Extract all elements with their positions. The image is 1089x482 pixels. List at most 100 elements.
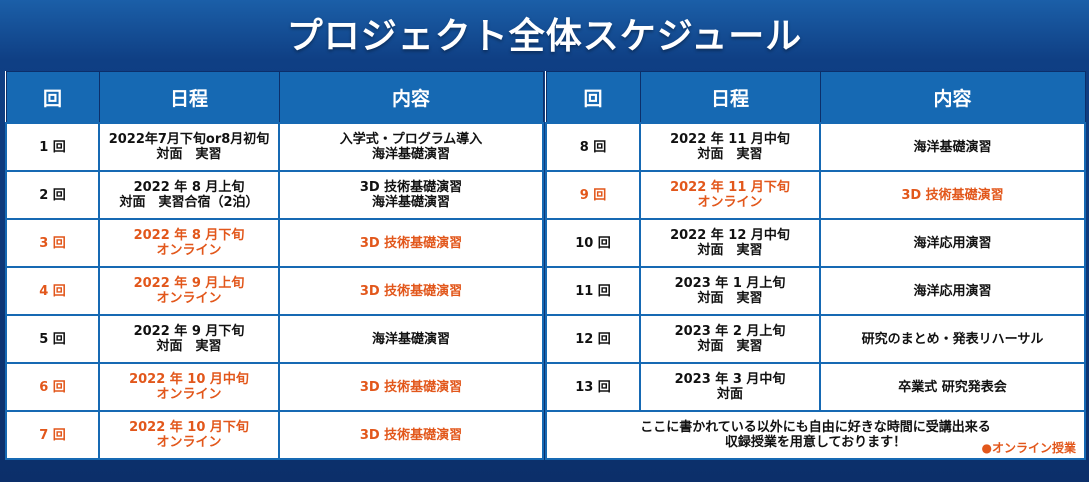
session-number: 4 回 [5,266,100,316]
session-content: 入学式・プログラム導入 海洋基礎演習 [278,122,544,172]
session-date: 2023 年 3 月中旬 対面 [639,362,821,412]
table-row: 6 回 2022 年 10 月中旬 オンライン 3D 技術基礎演習 [5,362,544,412]
session-date: 2022 年 12 月中旬 対面 実習 [639,218,821,268]
table-row: 2 回 2022 年 8 月上旬 対面 実習合宿（2泊） 3D 技術基礎演習 海洋基… [5,170,544,220]
session-date: 2022 年 8 月上旬 対面 実習合宿（2泊） [98,170,280,220]
content-line: 海洋応用演習 [913,283,992,299]
content-line: 海洋基礎演習 [371,147,450,162]
note-line: ここに書かれている以外にも自由に好きな時間に受講出来る [640,420,991,435]
content-line: 研究のまとめ・発表リハーサル [861,331,1044,347]
session-date: 2023 年 1 月上旬 対面 実習 [639,266,821,316]
content-line: 3D 技術基礎演習 [359,180,463,195]
date-line: 2022 年 11 月下旬 [670,180,790,195]
content-line: 3D 技術基礎演習 [901,187,1004,203]
session-content: 海洋基礎演習 [819,122,1086,172]
table-row: 13 回 2023 年 3 月中旬 対面 卒業式 研究発表会 [545,362,1086,412]
session-date: 2023 年 2 月上旬 対面 実習 [639,314,821,364]
session-content: 3D 技術基礎演習 [278,266,544,316]
date-line: 2022 年 9 月上旬 [133,276,245,291]
schedule-table-left: 回 日程 内容 1 回 2022年7月下旬or8月初旬 対面 実習 入学式・プログ… [5,71,544,460]
session-date: 2022年7月下旬or8月初旬 対面 実習 [98,122,280,172]
format-line: 対面 実習 [697,243,763,258]
table-row: 10 回 2022 年 12 月中旬 対面 実習 海洋応用演習 [545,218,1086,268]
date-line: 2022 年 8 月下旬 [133,228,245,243]
content-line: 海洋基礎演習 [371,331,450,347]
content-line: 3D 技術基礎演習 [359,235,463,251]
page-title: プロジェクト全体スケジュール [286,16,803,57]
content-line: 入学式・プログラム導入 [339,132,483,147]
header-content: 内容 [278,71,544,124]
content-line: 3D 技術基礎演習 [359,427,463,443]
table-row: 8 回 2022 年 11 月中旬 対面 実習 海洋基礎演習 [545,122,1086,172]
session-content: 海洋応用演習 [819,266,1086,316]
schedule-body-left: 1 回 2022年7月下旬or8月初旬 対面 実習 入学式・プログラム導入 海洋基礎… [5,122,544,460]
format-line: 対面 実習合宿（2泊） [119,195,259,210]
date-line: 2022 年 10 月中旬 [129,372,249,387]
schedule-body-right: 8 回 2022 年 11 月中旬 対面 実習 海洋基礎演習 9 回 2022 年… [545,122,1086,460]
content-line: 海洋応用演習 [913,235,992,251]
session-number: 9 回 [545,170,641,220]
session-number: 8 回 [545,122,641,172]
session-date: 2022 年 11 月下旬 オンライン [639,170,821,220]
session-date: 2022 年 9 月下旬 対面 実習 [98,314,280,364]
session-number: 1 回 [5,122,100,172]
session-content: 3D 技術基礎演習 [819,170,1086,220]
date-line: 2023 年 3 月中旬 [674,372,786,387]
header-date: 日程 [98,71,280,124]
schedule-table-right: 回 日程 内容 8 回 2022 年 11 月中旬 対面 実習 海洋基礎演習 9 … [545,71,1086,460]
recorded-lessons-note: ここに書かれている以外にも自由に好きな時間に受講出来る 収録授業を用意しておりま… [545,410,1086,460]
session-number: 7 回 [5,410,100,460]
table-row: 1 回 2022年7月下旬or8月初旬 対面 実習 入学式・プログラム導入 海洋基礎… [5,122,544,172]
format-line: 対面 実習 [697,147,763,162]
format-line: 対面 実習 [156,147,222,162]
note-line: 収録授業を用意しております！ [724,435,907,450]
header-content: 内容 [819,71,1086,124]
session-number: 6 回 [5,362,100,412]
session-content: 3D 技術基礎演習 [278,362,544,412]
session-date: 2022 年 10 月中旬 オンライン [98,362,280,412]
table-row: 3 回 2022 年 8 月下旬 オンライン 3D 技術基礎演習 [5,218,544,268]
format-line: 対面 実習 [697,291,763,306]
content-line: 3D 技術基礎演習 [359,283,463,299]
session-number: 3 回 [5,218,100,268]
session-number: 12 回 [545,314,641,364]
date-line: 2022 年 10 月下旬 [129,420,249,435]
session-content: 3D 技術基礎演習 [278,410,544,460]
content-line: 卒業式 研究発表会 [898,379,1007,395]
session-content: 海洋基礎演習 [278,314,544,364]
table-row: 9 回 2022 年 11 月下旬 オンライン 3D 技術基礎演習 [545,170,1086,220]
session-date: 2022 年 9 月上旬 オンライン [98,266,280,316]
format-line: オンライン [156,387,222,402]
date-line: 2023 年 1 月上旬 [674,276,786,291]
date-line: 2022年7月下旬or8月初旬 [108,132,270,147]
session-content: 海洋応用演習 [819,218,1086,268]
session-content: 卒業式 研究発表会 [819,362,1086,412]
header-date: 日程 [639,71,821,124]
date-line: 2022 年 8 月上旬 [133,180,245,195]
content-line: 海洋基礎演習 [371,195,450,210]
note-row: ここに書かれている以外にも自由に好きな時間に受講出来る 収録授業を用意しておりま… [545,410,1086,460]
session-content: 研究のまとめ・発表リハーサル [819,314,1086,364]
header-num: 回 [5,71,100,124]
table-row: 5 回 2022 年 9 月下旬 対面 実習 海洋基礎演習 [5,314,544,364]
format-line: オンライン [156,435,222,450]
session-number: 10 回 [545,218,641,268]
table-row: 11 回 2023 年 1 月上旬 対面 実習 海洋応用演習 [545,266,1086,316]
session-number: 5 回 [5,314,100,364]
table-row: 4 回 2022 年 9 月上旬 オンライン 3D 技術基礎演習 [5,266,544,316]
session-date: 2022 年 11 月中旬 対面 実習 [639,122,821,172]
format-line: 対面 [716,387,743,402]
session-content: 3D 技術基礎演習 海洋基礎演習 [278,170,544,220]
session-content: 3D 技術基礎演習 [278,218,544,268]
session-number: 2 回 [5,170,100,220]
format-line: オンライン [156,291,222,306]
header-num: 回 [545,71,641,124]
session-date: 2022 年 10 月下旬 オンライン [98,410,280,460]
date-line: 2023 年 2 月上旬 [674,324,786,339]
content-line: 3D 技術基礎演習 [359,379,463,395]
format-line: オンライン [697,195,763,210]
table-row: 7 回 2022 年 10 月下旬 オンライン 3D 技術基礎演習 [5,410,544,460]
online-legend: ●オンライン授業 [981,441,1076,455]
content-line: 海洋基礎演習 [913,139,992,155]
table-row: 12 回 2023 年 2 月上旬 対面 実習 研究のまとめ・発表リハーサル [545,314,1086,364]
